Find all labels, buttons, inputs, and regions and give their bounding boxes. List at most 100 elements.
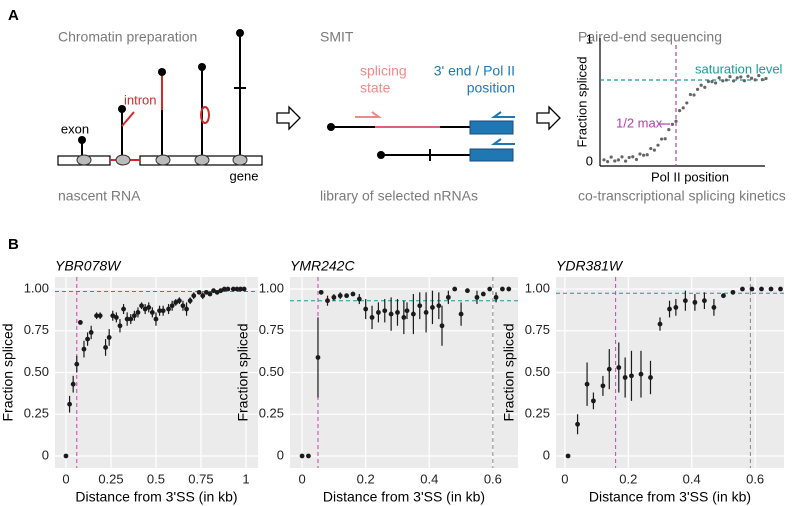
- x-axis-label: Distance from 3'SS (in kb): [589, 489, 751, 505]
- curve-dot: [760, 78, 765, 82]
- data-point: [500, 286, 505, 292]
- step-title: SMIT: [320, 29, 354, 45]
- data-point: [759, 286, 764, 292]
- curve-dot: [674, 119, 678, 123]
- data-point: [176, 298, 182, 304]
- y-tick-label: 0.75: [259, 322, 284, 337]
- data-point: [191, 293, 197, 299]
- data-point: [480, 291, 486, 297]
- smit-diagram: [327, 111, 515, 162]
- curve-dot: [645, 153, 649, 157]
- data-point: [234, 286, 240, 292]
- data-point: [657, 321, 663, 327]
- y-axis-label: Fraction spliced: [235, 323, 251, 421]
- data-point: [465, 288, 470, 294]
- mini-axes: [599, 38, 765, 167]
- curve-dot: [631, 155, 635, 159]
- data-point: [493, 294, 499, 300]
- data-point: [721, 293, 726, 299]
- curve-dot: [706, 79, 711, 84]
- x-tick-label: 0.6: [484, 471, 502, 486]
- data-point: [142, 306, 148, 312]
- data-point: [487, 286, 493, 292]
- panel-label: A: [8, 7, 19, 24]
- data-point: [673, 304, 679, 310]
- data-point: [622, 375, 628, 380]
- x-tick-label: 0.25: [98, 471, 123, 486]
- data-point: [77, 320, 83, 325]
- curve-dot: [663, 137, 667, 141]
- y-tick-label: 0: [543, 447, 550, 462]
- data-point: [356, 296, 362, 302]
- data-point: [382, 308, 388, 314]
- x-tick-label: 0.5: [147, 471, 165, 486]
- data-point: [149, 309, 155, 315]
- curve-dot: [678, 108, 682, 113]
- data-point: [606, 366, 612, 372]
- y-tick-label: 0.50: [259, 364, 284, 379]
- curve-dot: [750, 76, 754, 80]
- y-tick-label: 0.50: [24, 364, 49, 379]
- y-axis-label: Fraction spliced: [574, 56, 589, 147]
- x-tick-label: 0.2: [619, 471, 637, 486]
- data-point: [139, 303, 144, 309]
- data-point: [85, 336, 90, 342]
- curve-dot: [642, 153, 646, 157]
- data-point: [506, 286, 512, 292]
- data-point: [184, 306, 189, 312]
- data-point: [395, 309, 400, 315]
- data-point: [225, 286, 231, 292]
- data-point: [692, 299, 698, 305]
- x-tick-label: 0.4: [420, 471, 438, 486]
- data-point: [401, 315, 407, 320]
- nucleosomes: [76, 154, 248, 166]
- curve-dot: [660, 137, 664, 141]
- end-position: position: [467, 80, 515, 96]
- data-point: [203, 289, 209, 295]
- data-point: [768, 286, 774, 292]
- y-tick-label: 0.25: [24, 406, 49, 421]
- data-point: [337, 293, 343, 299]
- data-point: [207, 291, 213, 297]
- gene-label: gene: [230, 168, 259, 183]
- data-point: [430, 304, 435, 310]
- x-axis-label: Distance from 3'SS (in kb): [75, 489, 237, 505]
- data-point: [103, 345, 108, 350]
- y-tick-label: 0.50: [525, 364, 550, 379]
- data-point: [629, 373, 634, 379]
- curve-dot: [764, 76, 768, 81]
- y-tick-label: 1.00: [259, 280, 284, 295]
- curve-dot: [649, 146, 653, 151]
- data-point: [299, 453, 305, 459]
- data-point: [67, 401, 72, 407]
- curve-dot: [692, 93, 696, 97]
- data-point: [306, 453, 311, 459]
- half-max-label: 1/2 max: [616, 115, 663, 130]
- curve-dot: [670, 122, 675, 127]
- y-tick-label: 0: [42, 447, 49, 462]
- data-point: [180, 303, 186, 309]
- step-caption: nascent RNA: [58, 188, 141, 204]
- intron-label: intron: [124, 92, 157, 107]
- data-point: [667, 306, 672, 312]
- data-point: [565, 453, 571, 459]
- x-axis-label: Pol II position: [651, 169, 729, 184]
- data-point: [711, 304, 717, 310]
- data-point: [778, 286, 783, 292]
- curve-dot: [606, 159, 610, 164]
- y-axis-label: Fraction spliced: [0, 323, 16, 421]
- curve-dot: [717, 76, 721, 80]
- data-point: [88, 330, 94, 335]
- curve-dot: [609, 155, 613, 159]
- data-point: [81, 346, 87, 352]
- data-point: [325, 298, 330, 304]
- data-point: [445, 294, 451, 300]
- data-point: [458, 311, 464, 317]
- curve-dot: [634, 157, 639, 162]
- data-point: [682, 298, 688, 304]
- data-point: [388, 311, 394, 317]
- curve-dot: [703, 85, 707, 89]
- data-point: [135, 309, 141, 315]
- curve-dot: [667, 128, 671, 132]
